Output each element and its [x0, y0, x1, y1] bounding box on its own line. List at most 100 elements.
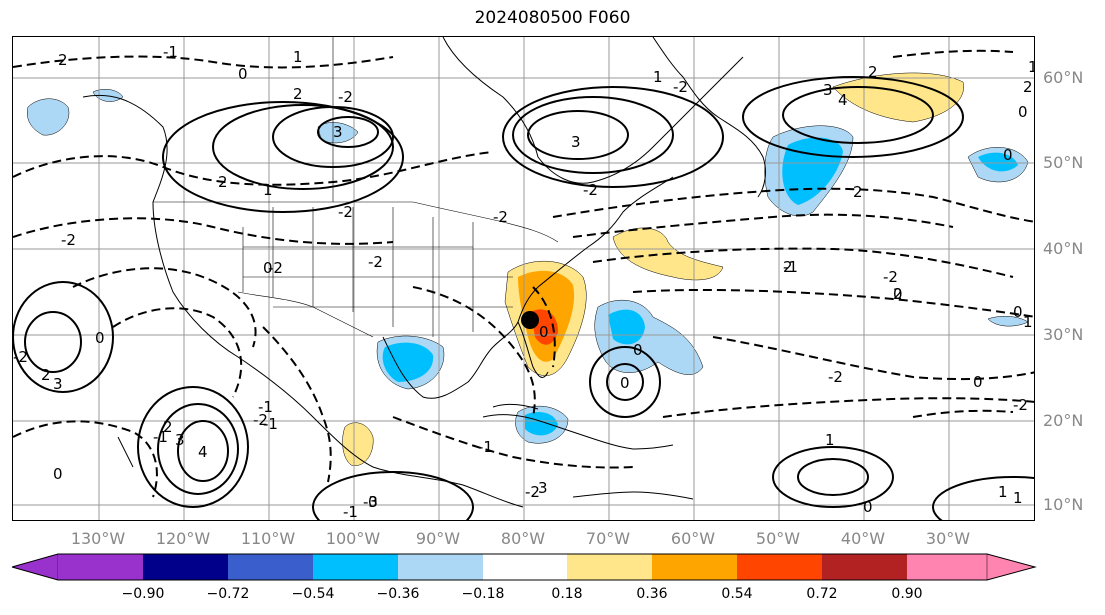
- lon-label-50w: 50°W: [755, 529, 801, 548]
- colorbar-bin: [228, 554, 313, 580]
- svg-text:2: 2: [58, 51, 68, 69]
- svg-text:2: 2: [783, 258, 793, 276]
- lon-label-30w: 30°W: [925, 529, 971, 548]
- svg-text:-2: -2: [583, 181, 598, 199]
- svg-text:0: 0: [1013, 303, 1023, 321]
- coastlines: [82, 37, 766, 508]
- colorbar-bin: [483, 554, 567, 580]
- colorbar-bin: [398, 554, 483, 580]
- lat-label-30n: 30°N: [1043, 325, 1084, 344]
- svg-text:1: 1: [1013, 489, 1023, 507]
- svg-text:2: 2: [293, 85, 303, 103]
- colorbar-tick: 0.36: [636, 586, 668, 602]
- svg-text:0: 0: [633, 341, 643, 359]
- colorbar-tick: −0.54: [291, 586, 335, 602]
- lon-label-90w: 90°W: [415, 529, 461, 548]
- colorbar: [11, 553, 1037, 581]
- svg-text:3: 3: [333, 123, 343, 141]
- svg-text:2: 2: [41, 366, 51, 384]
- svg-text:0: 0: [620, 374, 630, 392]
- svg-text:-2: -2: [338, 88, 353, 106]
- colorbar-tick: 0.72: [806, 586, 838, 602]
- svg-text:-1: -1: [783, 258, 798, 276]
- svg-text:-2: -2: [828, 368, 843, 386]
- colorbar-bin: [313, 554, 398, 580]
- contour-labels: 2 -1 0 1 2 -2 2 1 -2 0 3 2 -2 -2 3 -2 1 …: [13, 43, 1035, 521]
- colorbar-tick: −0.90: [121, 586, 165, 602]
- lat-label-60n: 60°N: [1043, 68, 1084, 87]
- lat-label-50n: 50°N: [1043, 153, 1084, 172]
- svg-text:0: 0: [539, 323, 549, 341]
- svg-text:4: 4: [198, 443, 208, 461]
- colorbar-tick: −0.72: [206, 586, 250, 602]
- svg-text:-2: -2: [368, 253, 383, 271]
- svg-text:-2: -2: [13, 348, 28, 366]
- svg-text:0: 0: [238, 65, 248, 83]
- svg-text:-1: -1: [263, 415, 278, 433]
- svg-text:-2: -2: [525, 483, 540, 501]
- contours-positive: [13, 76, 1034, 520]
- lat-label-20n: 20°N: [1043, 411, 1084, 430]
- svg-text:-2: -2: [61, 231, 76, 249]
- svg-text:2: 2: [868, 63, 878, 81]
- svg-text:-2: -2: [268, 259, 283, 277]
- colorbar-tick: −0.36: [376, 586, 420, 602]
- colorbar-tick: −0.18: [461, 586, 505, 602]
- svg-text:1: 1: [998, 483, 1008, 501]
- svg-text:2: 2: [893, 285, 903, 303]
- lon-label-70w: 70°W: [585, 529, 631, 548]
- svg-text:-2: -2: [883, 268, 898, 286]
- lat-label-10n: 10°N: [1043, 495, 1084, 514]
- lon-label-40w: 40°W: [840, 529, 886, 548]
- svg-text:-1: -1: [343, 503, 358, 521]
- svg-text:-1: -1: [163, 43, 178, 61]
- svg-text:1: 1: [1023, 313, 1033, 331]
- svg-text:-1: -1: [258, 398, 273, 416]
- svg-text:1: 1: [263, 181, 273, 199]
- svg-text:-2: -2: [673, 78, 688, 96]
- colorbar-outline: [11, 553, 1037, 581]
- colorbar-bin: [737, 554, 822, 580]
- svg-text:0: 0: [95, 329, 105, 347]
- lon-label-110w: 110°W: [240, 529, 296, 548]
- svg-text:3: 3: [823, 81, 833, 99]
- svg-text:-2: -2: [1013, 396, 1028, 414]
- svg-text:-2: -2: [253, 411, 268, 429]
- svg-text:2: 2: [163, 418, 173, 436]
- colorbar-bin: [652, 554, 737, 580]
- svg-text:2: 2: [1023, 78, 1033, 96]
- svg-text:0: 0: [368, 493, 378, 511]
- svg-text:1: 1: [825, 431, 835, 449]
- lon-label-120w: 120°W: [155, 529, 211, 548]
- svg-text:1: 1: [653, 68, 663, 86]
- svg-text:0: 0: [1003, 146, 1013, 164]
- svg-text:0: 0: [53, 465, 63, 483]
- colorbar-bin: [907, 554, 987, 580]
- colorbar-bin: [143, 554, 228, 580]
- svg-text:3: 3: [175, 431, 185, 449]
- storm-center-marker: [521, 311, 539, 329]
- svg-text:4: 4: [838, 91, 848, 109]
- colorbar-tick: 0.54: [721, 586, 753, 602]
- svg-text:0: 0: [863, 498, 873, 516]
- svg-text:2: 2: [853, 183, 863, 201]
- svg-text:-2: -2: [493, 208, 508, 226]
- svg-text:1: 1: [293, 48, 303, 66]
- colorbar-extend-high: [986, 553, 1036, 581]
- colorbar-tick: 0.90: [891, 586, 923, 602]
- svg-text:1: 1: [1028, 58, 1035, 76]
- svg-text:3: 3: [53, 375, 63, 393]
- colorbar-tick: 0.18: [551, 586, 583, 602]
- svg-text:0: 0: [893, 285, 903, 303]
- svg-text:-3: -3: [363, 493, 378, 511]
- svg-text:0: 0: [1018, 103, 1028, 121]
- svg-text:-1: -1: [153, 428, 168, 446]
- svg-text:-1: -1: [478, 438, 493, 456]
- map-svg: 2 -1 0 1 2 -2 2 1 -2 0 3 2 -2 -2 3 -2 1 …: [13, 37, 1035, 521]
- colorbar-bin: [58, 554, 143, 580]
- svg-text:2: 2: [218, 173, 228, 191]
- map-panel: 2 -1 0 1 2 -2 2 1 -2 0 3 2 -2 -2 3 -2 1 …: [12, 36, 1035, 521]
- map-title: 2024080500 F060: [474, 8, 631, 28]
- lon-label-80w: 80°W: [500, 529, 546, 548]
- borders: [153, 37, 559, 338]
